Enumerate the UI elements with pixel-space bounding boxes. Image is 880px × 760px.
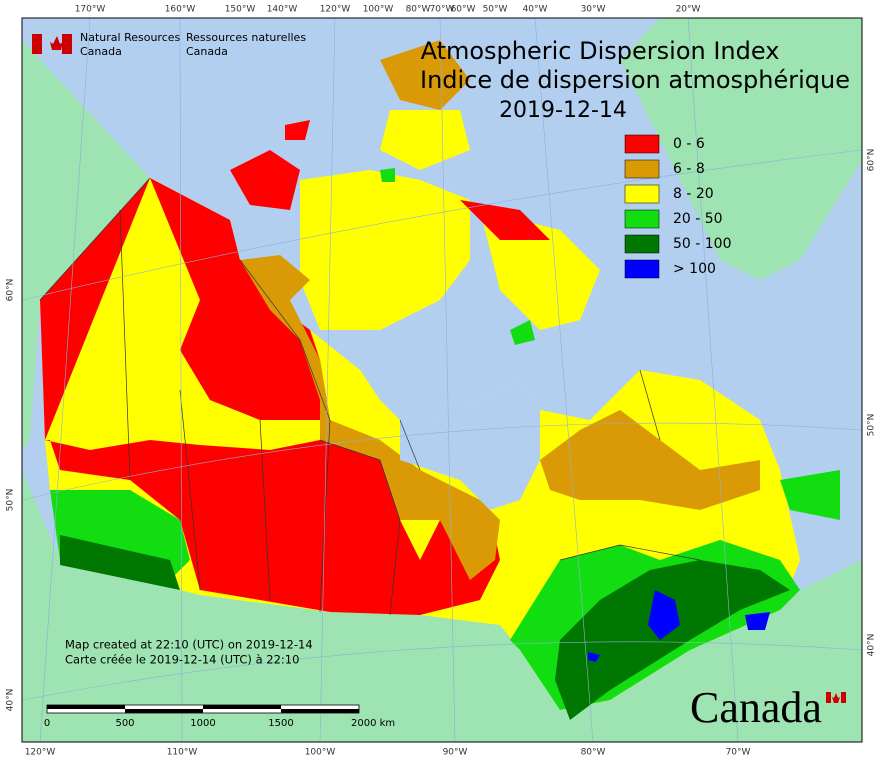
graticule-label: 140°W [267,5,298,15]
graticule-label: 50°W [483,5,508,15]
graticule-label: 110°W [167,748,198,758]
arctic-good [380,168,535,345]
map-frame [21,17,863,743]
graticule-label: 100°W [363,5,394,15]
legend-swatch [624,184,660,204]
org-fr: Canada [186,45,228,58]
alaska [22,40,150,450]
zone-moderate [240,260,500,580]
org-fr: Ressources naturelles [186,31,306,44]
graticule-label: 30°W [581,5,606,15]
graticule-label: 160°W [165,5,196,15]
title-date: 2019-12-14 [499,98,627,123]
graticule-label: 80°W [581,748,606,758]
maple-leaf [832,693,840,703]
arctic-island [380,40,470,110]
graticule-label: 120°W [25,748,56,758]
nrcan-logo [32,34,72,54]
legend-swatch [624,259,660,279]
scale-seg [125,709,203,713]
scale-label: 1000 [190,718,215,729]
graticule-label: 20°W [676,5,701,15]
united-states [22,470,862,742]
legend-swatch [624,159,660,179]
graticule-label: 60°W [451,5,476,15]
graticule-label: 40°W [523,5,548,15]
wordmark: Canada [690,683,822,732]
footer: Map created at 22:10 (UTC) on 2019-12-14 [65,638,313,652]
greenland [620,18,862,280]
graticule-lines [21,17,863,743]
arctic-islands [300,110,600,330]
graticule-label: 150°W [225,5,256,15]
legend-label: 0 - 6 [673,136,705,152]
graticule-label: 60°N [867,149,877,172]
graticule-label: 80°W [406,5,431,15]
graticule-label: 90°W [443,748,468,758]
hudson-bay [400,380,540,510]
graticule-label: 40°N [6,689,16,712]
title: Indice de dispersion atmosphérique [420,66,850,94]
legend-label: 8 - 20 [673,186,714,202]
wordmark-flag [826,692,846,703]
graticule-label: 50°N [867,414,877,437]
flag-bar [62,34,72,54]
title: Atmospheric Dispersion Index [421,37,780,65]
legend-label: 20 - 50 [673,211,723,227]
arctic-low [230,120,550,240]
legend-label: 50 - 100 [673,236,732,252]
map-body [21,17,863,743]
legend-label: > 100 [673,261,716,277]
legend-swatch [624,234,660,254]
flag-bar [826,692,831,703]
maple-leaf [50,36,63,50]
legend-swatch [624,134,660,154]
scale-seg [281,709,359,713]
flag-bar [841,692,846,703]
graticule-label: 170°W [75,5,106,15]
zone-moderate-east [540,410,760,510]
graticule-label: 70°W [726,748,751,758]
scale-label: 2000 km [351,718,395,729]
graticule-label: 40°N [867,634,877,657]
org-en: Natural Resources [80,31,181,44]
zone-very-good [60,535,790,720]
graticule-label: 100°W [305,748,336,758]
zone-low [40,178,500,615]
scale-bar [46,704,360,714]
graticule-label: 60°N [6,279,16,302]
arctic-moderate [240,255,310,300]
org-en: Canada [80,45,122,58]
province-borders [39,177,701,616]
graticule-label: 70°W [430,5,455,15]
legend-label: 6 - 8 [673,161,705,177]
graticule-label: 120°W [320,5,351,15]
flag-bar [32,34,42,54]
scale-label: 1500 [268,718,293,729]
legend-swatch [624,209,660,229]
scale-seg [203,705,281,709]
scale-label: 0 [44,718,50,729]
graticule-label: 50°N [6,489,16,512]
scale-label: 500 [115,718,134,729]
footer: Carte créée le 2019-12-14 (UTC) à 22:10 [65,653,299,667]
scale-seg [47,705,125,709]
